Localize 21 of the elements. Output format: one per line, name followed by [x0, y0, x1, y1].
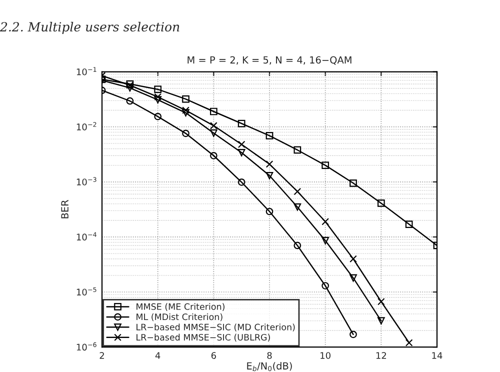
y-tick-label: 10$^{−1}$ — [76, 67, 96, 76]
y-tick-label: 10$^{−6}$ — [76, 342, 96, 351]
y-tick-label: 10$^{−3}$ — [76, 177, 96, 186]
x-axis-title: E$_{b}$/N$_{0}$(dB) — [247, 362, 292, 372]
y-tick-label: 10$^{−5}$ — [76, 287, 96, 296]
legend-label: ML (MDist Criterion) — [136, 313, 222, 322]
x-tick-label: 12 — [376, 352, 386, 359]
x-tick-label: 10 — [320, 352, 330, 359]
x-tick-label: 14 — [432, 352, 442, 359]
legend-label: MMSE (ME Criterion) — [136, 303, 224, 311]
legend-label: LR−based MMSE−SIC (UBLRG) — [136, 334, 270, 342]
x-tick-label: 6 — [211, 352, 216, 359]
y-tick-label: 10$^{−2}$ — [76, 122, 96, 130]
y-tick-label: 10$^{−4}$ — [76, 232, 96, 240]
x-tick-label: 4 — [155, 352, 160, 359]
text: 2.2. Multiple users selection — [0, 22, 180, 34]
x-tick-label: 2 — [100, 352, 104, 359]
y-axis-title: BER — [61, 200, 68, 218]
legend-label: LR−based MMSE−SIC (MD Criterion) — [136, 324, 295, 332]
x-tick-label: 8 — [267, 352, 272, 359]
chart-title: M = P = 2, K = 5, N = 4, 16−QAM — [188, 56, 352, 65]
